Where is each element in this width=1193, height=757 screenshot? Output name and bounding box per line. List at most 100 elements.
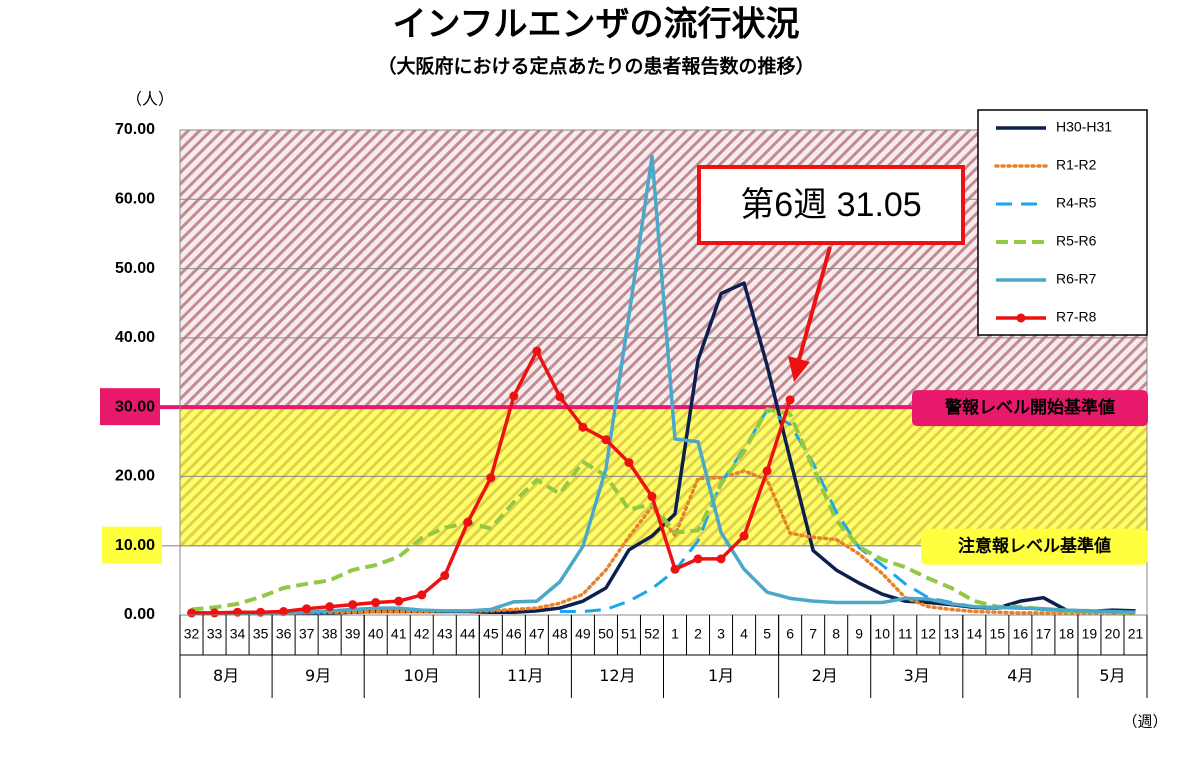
data-point: [302, 604, 312, 614]
x-tick-label: 18: [1059, 626, 1075, 642]
annotation-text: 第6週 31.05: [740, 186, 921, 224]
x-tick-label: 17: [1036, 626, 1052, 642]
x-tick-label: 36: [276, 626, 292, 642]
month-label: 11月: [507, 666, 543, 685]
x-tick-label: 39: [345, 626, 361, 642]
x-tick-label: 43: [437, 626, 453, 642]
y-axis-label: （人）: [126, 90, 174, 109]
month-label: 2月: [812, 666, 838, 685]
threshold-label: 注意報レベル基準値: [958, 536, 1111, 557]
data-point: [785, 395, 795, 405]
x-tick-label: 42: [414, 626, 430, 642]
legend-marker: [1016, 313, 1026, 323]
data-point: [233, 607, 243, 617]
data-point: [601, 435, 611, 445]
data-point: [739, 531, 749, 541]
data-point: [532, 346, 542, 356]
chart-title: インフルエンザの流行状況: [393, 5, 800, 45]
data-point: [716, 554, 726, 564]
x-tick-label: 2: [694, 626, 702, 642]
x-tick-label: 16: [1013, 626, 1029, 642]
x-tick-label: 35: [253, 626, 269, 642]
x-tick-label: 7: [809, 626, 817, 642]
data-point: [256, 607, 266, 617]
series-line: [191, 154, 1136, 616]
data-point: [463, 517, 473, 527]
threshold-box: [921, 528, 1148, 565]
y-tick-label: 50.00: [115, 260, 155, 277]
month-label: 3月: [904, 666, 930, 685]
data-point: [279, 607, 289, 617]
data-point: [486, 473, 496, 483]
data-point: [210, 608, 220, 618]
x-tick-label: 8: [832, 626, 840, 642]
y-tick-label: 20.00: [115, 468, 155, 485]
threshold-box: [912, 390, 1148, 427]
data-point: [187, 608, 197, 618]
chart-subtitle: （大阪府における定点あたりの患者報告数の推移）: [377, 55, 814, 78]
y-tick-label: 40.00: [115, 329, 155, 346]
data-point: [555, 392, 565, 402]
annotation-arrowhead: [788, 356, 810, 382]
legend-box: [977, 109, 1148, 336]
legend-label: R5-R6: [1056, 233, 1097, 249]
x-tick-label: 5: [763, 626, 771, 642]
data-point: [348, 600, 358, 610]
x-tick-label: 48: [552, 626, 568, 642]
x-tick-label: 1: [671, 626, 679, 642]
x-tick-label: 21: [1128, 626, 1144, 642]
x-tick-label: 45: [483, 626, 499, 642]
data-point: [578, 422, 588, 432]
x-tick-label: 11: [898, 626, 913, 642]
x-tick-label: 33: [207, 626, 223, 642]
data-point: [509, 391, 519, 401]
month-label: 1月: [708, 666, 734, 685]
legend-label: H30-H31: [1056, 119, 1112, 135]
month-label: 8月: [213, 666, 239, 685]
annotation-box: [697, 165, 965, 245]
month-label: 4月: [1007, 666, 1033, 685]
x-tick-label: 37: [299, 626, 315, 642]
x-tick-label: 34: [230, 626, 246, 642]
x-tick-label: 52: [644, 626, 660, 642]
x-axis-label: （週）: [1122, 713, 1167, 731]
x-tick-label: 50: [598, 626, 614, 642]
x-tick-label: 40: [368, 626, 384, 642]
x-tick-label: 32: [184, 626, 200, 642]
y-tick-label: 70.00: [115, 121, 155, 138]
x-tick-label: 12: [920, 626, 936, 642]
x-tick-label: 41: [391, 626, 407, 642]
legend-label: R6-R7: [1056, 271, 1097, 287]
month-label: 10月: [404, 666, 440, 685]
x-tick-label: 46: [506, 626, 522, 642]
data-point: [693, 554, 703, 564]
x-tick-label: 3: [717, 626, 725, 642]
data-point: [394, 596, 404, 606]
x-tick-label: 49: [575, 626, 591, 642]
x-tick-label: 10: [874, 626, 890, 642]
data-point: [440, 571, 450, 581]
x-tick-label: 9: [855, 626, 863, 642]
x-tick-label: 47: [529, 626, 545, 642]
y-tick-label: 60.00: [115, 191, 155, 208]
series-line: [191, 407, 1136, 615]
x-tick-label: 15: [990, 626, 1006, 642]
x-tick-label: 51: [621, 626, 637, 642]
legend-label: R1-R2: [1056, 157, 1097, 173]
x-tick-label: 19: [1082, 626, 1098, 642]
data-point: [647, 492, 657, 502]
month-label: 5月: [1099, 666, 1125, 685]
y-tick-label: 0.00: [124, 606, 155, 623]
legend-label: R4-R5: [1056, 195, 1097, 211]
tick-highlight: [102, 526, 162, 564]
annotation-arrow: [797, 246, 832, 361]
legend-label: R7-R8: [1056, 309, 1097, 325]
x-tick-label: 6: [786, 626, 794, 642]
x-tick-label: 14: [967, 626, 983, 642]
data-point: [325, 602, 335, 612]
x-tick-label: 20: [1105, 626, 1121, 642]
data-point: [762, 466, 772, 476]
y-tick-label: 10.00: [115, 537, 155, 554]
x-tick-label: 44: [460, 626, 476, 642]
